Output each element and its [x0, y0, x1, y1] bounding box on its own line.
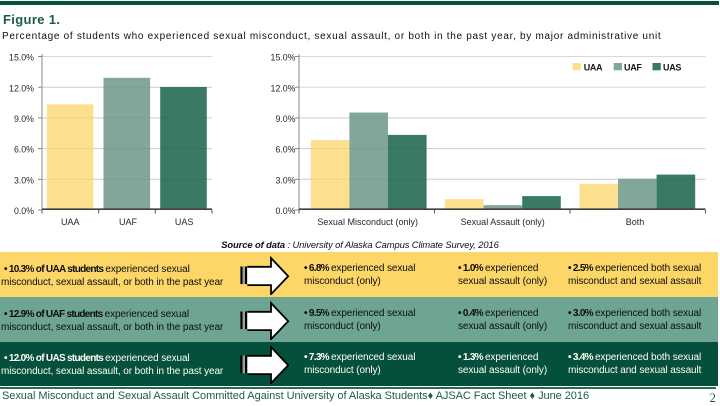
- svg-text:UAF: UAF: [624, 63, 642, 73]
- svg-text:3.0%: 3.0%: [14, 175, 34, 185]
- svg-text:15.0%: 15.0%: [9, 53, 34, 63]
- svg-text:12.0%: 12.0%: [271, 83, 296, 93]
- svg-text:6.0%: 6.0%: [14, 145, 34, 155]
- svg-text:Both: Both: [626, 217, 645, 227]
- svg-text:9.0%: 9.0%: [14, 114, 34, 124]
- svg-text:UAF: UAF: [119, 217, 138, 227]
- svg-text:15.0%: 15.0%: [271, 53, 296, 63]
- svg-text:Sexual Assault (only): Sexual Assault (only): [461, 217, 545, 227]
- svg-text:UAA: UAA: [584, 63, 603, 73]
- svg-text:Sexual Misconduct (only): Sexual Misconduct (only): [317, 217, 418, 227]
- svg-text:9.0%: 9.0%: [275, 114, 295, 124]
- svg-text:0.0%: 0.0%: [275, 206, 295, 216]
- svg-text:UAS: UAS: [175, 217, 194, 227]
- svg-text:0.0%: 0.0%: [14, 206, 34, 216]
- svg-text:UAA: UAA: [61, 217, 80, 227]
- svg-text:12.0%: 12.0%: [9, 83, 34, 93]
- svg-text:3.0%: 3.0%: [275, 175, 295, 185]
- svg-text:6.0%: 6.0%: [275, 145, 295, 155]
- svg-text:UAS: UAS: [663, 63, 681, 73]
